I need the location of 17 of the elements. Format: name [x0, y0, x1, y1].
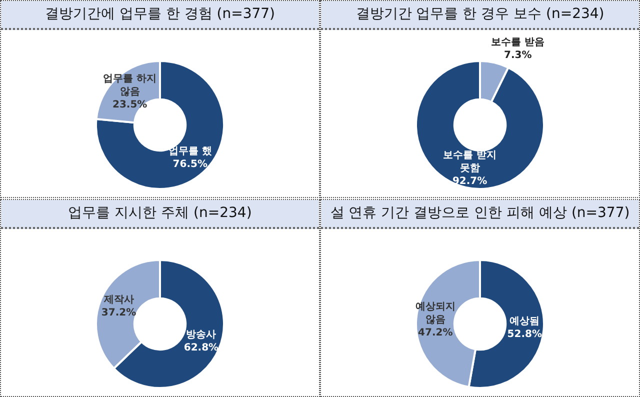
data-label: 7.3%: [504, 50, 532, 61]
data-label: 47.2%: [418, 327, 453, 338]
slice-label: 보수를 받음: [491, 36, 545, 48]
chart-title: 설 연휴 기간 결방으로 인한 피해 예상 (n=377): [321, 200, 639, 228]
data-label: 62.8%: [184, 342, 219, 354]
data-label: 76.5%: [172, 159, 208, 170]
data-label: 92.7%: [452, 176, 488, 188]
data-label: 37.2%: [101, 307, 136, 318]
data-label: 52.8%: [507, 328, 542, 340]
slice-label: 보수를 받지 못함: [443, 150, 497, 174]
chart-title: 결방기간 업무를 한 경우 보수 (n=234): [321, 1, 639, 30]
slice-label: 업무를 했: [168, 146, 212, 158]
chart-title: 결방기간에 업무를 한 경험 (n=377): [1, 1, 319, 30]
slice-label: 예상됨: [510, 316, 540, 327]
slice-label: 방송사: [186, 329, 216, 340]
slice-label: 제작사: [102, 294, 134, 306]
chart-title: 업무를 지시한 주체 (n=234): [1, 200, 319, 228]
